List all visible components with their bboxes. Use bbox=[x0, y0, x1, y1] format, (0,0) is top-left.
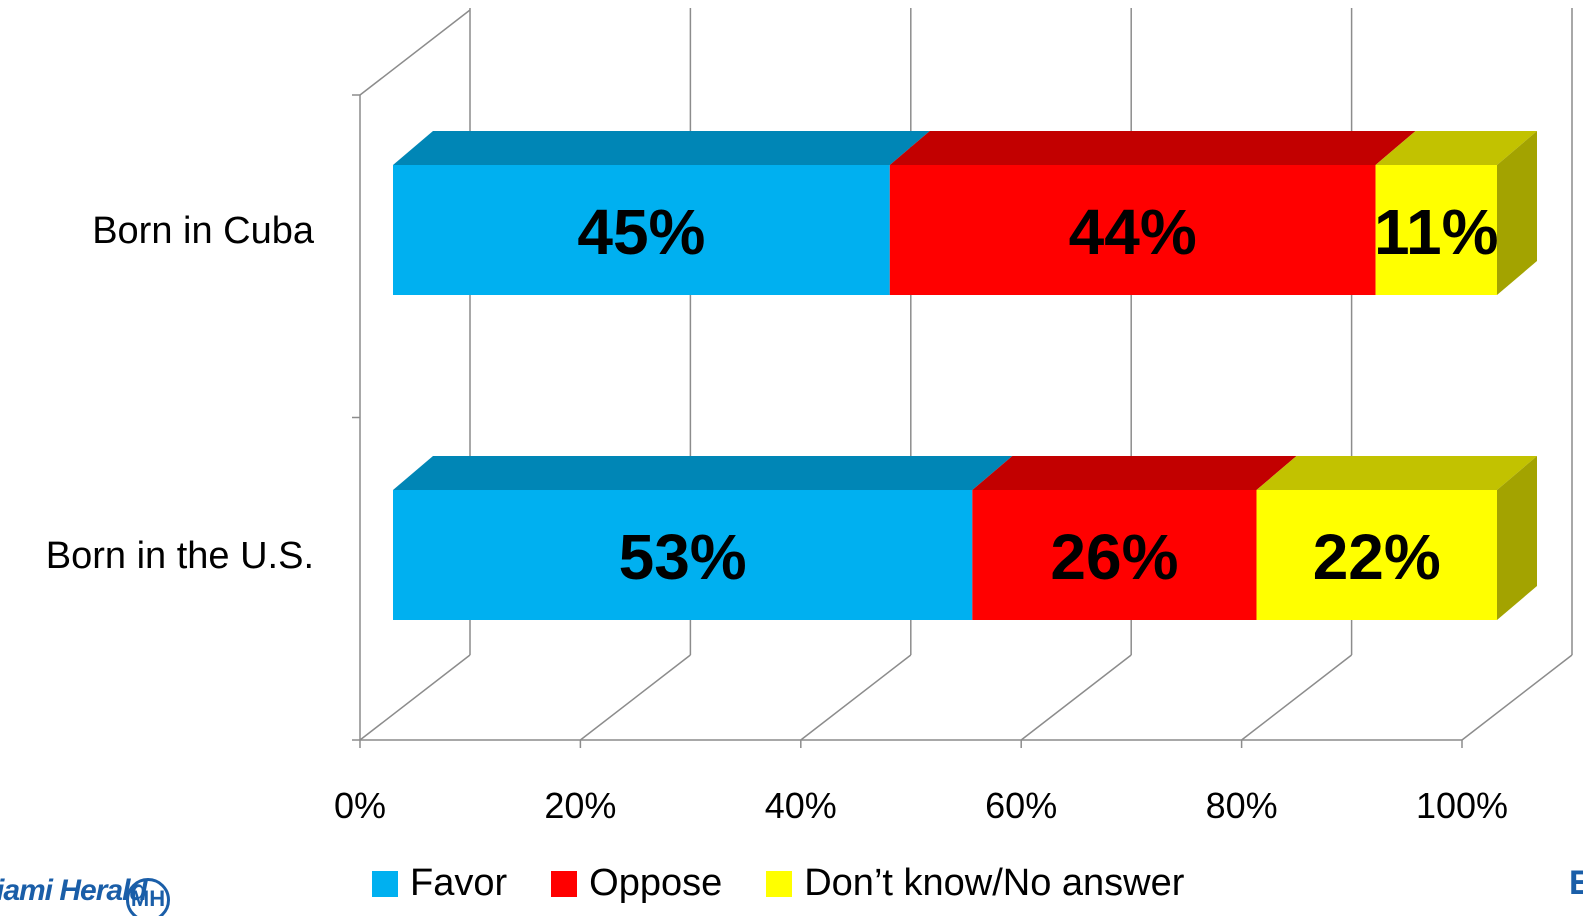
bar-top-face bbox=[889, 131, 1416, 165]
legend-label-dont-know: Don’t know/No answer bbox=[804, 862, 1185, 904]
bar-side-face bbox=[1497, 456, 1537, 620]
x-tick-label: 20% bbox=[544, 785, 616, 826]
bar-top-face bbox=[1375, 131, 1537, 165]
bar-segment bbox=[1375, 165, 1497, 295]
corner-logo-letter: E bbox=[1569, 866, 1583, 902]
x-tick-label: 40% bbox=[765, 785, 837, 826]
legend-label-oppose: Oppose bbox=[589, 862, 723, 904]
side-wall-top-edge bbox=[359, 9, 471, 96]
logo-seal-icon: MH bbox=[126, 878, 170, 916]
stacked-bar-chart: 0% 20% 40% 60% 80% 100% Born in Cuba 45% 44% 11% B… bbox=[46, 8, 1573, 826]
floor-gridline bbox=[1461, 654, 1573, 741]
data-label: 45% bbox=[577, 196, 705, 268]
x-tick-label: 0% bbox=[334, 785, 386, 826]
bar-top-face bbox=[393, 131, 930, 165]
data-label: 26% bbox=[1050, 521, 1178, 593]
chart-legend: Favor Oppose Don’t know/No answer bbox=[372, 862, 1228, 905]
legend-item-dont-know: Don’t know/No answer bbox=[766, 862, 1184, 905]
legend-swatch-oppose bbox=[551, 870, 578, 897]
legend-label-favor: Favor bbox=[410, 862, 508, 904]
x-tick-label: 60% bbox=[985, 785, 1057, 826]
floor-gridline bbox=[579, 654, 691, 741]
bar-segment bbox=[393, 490, 973, 620]
newspaper-logo: Miami Herald MH bbox=[0, 872, 180, 916]
corner-logo-fragment: E bbox=[1559, 866, 1583, 916]
category-label: Born in the U.S. bbox=[46, 535, 314, 577]
floor-gridline bbox=[800, 654, 912, 741]
bar-top-face bbox=[972, 456, 1297, 490]
legend-item-oppose: Oppose bbox=[551, 862, 722, 905]
floor-gridline bbox=[1020, 654, 1132, 741]
legend-swatch-favor bbox=[372, 870, 398, 897]
bar-segment bbox=[393, 165, 890, 295]
category-label: Born in Cuba bbox=[92, 210, 315, 252]
x-tick-label: 100% bbox=[1416, 785, 1508, 826]
data-label: 53% bbox=[619, 521, 747, 593]
floor-gridline bbox=[1241, 654, 1353, 741]
bar-top-face bbox=[393, 456, 1013, 490]
bar-segment bbox=[889, 165, 1376, 295]
bar-segment bbox=[972, 490, 1257, 620]
data-label: 44% bbox=[1069, 196, 1197, 268]
floor-gridline bbox=[359, 654, 471, 741]
bar-segment bbox=[1256, 490, 1497, 620]
logo-text: Miami Herald bbox=[0, 874, 148, 907]
x-tick-label: 80% bbox=[1206, 785, 1278, 826]
legend-item-favor: Favor bbox=[372, 862, 507, 905]
legend-swatch-dont-know bbox=[766, 870, 793, 897]
bar-top-face bbox=[1256, 456, 1537, 490]
bar-side-face bbox=[1497, 131, 1537, 295]
data-label: 22% bbox=[1313, 521, 1441, 593]
data-label: 11% bbox=[1374, 196, 1499, 268]
